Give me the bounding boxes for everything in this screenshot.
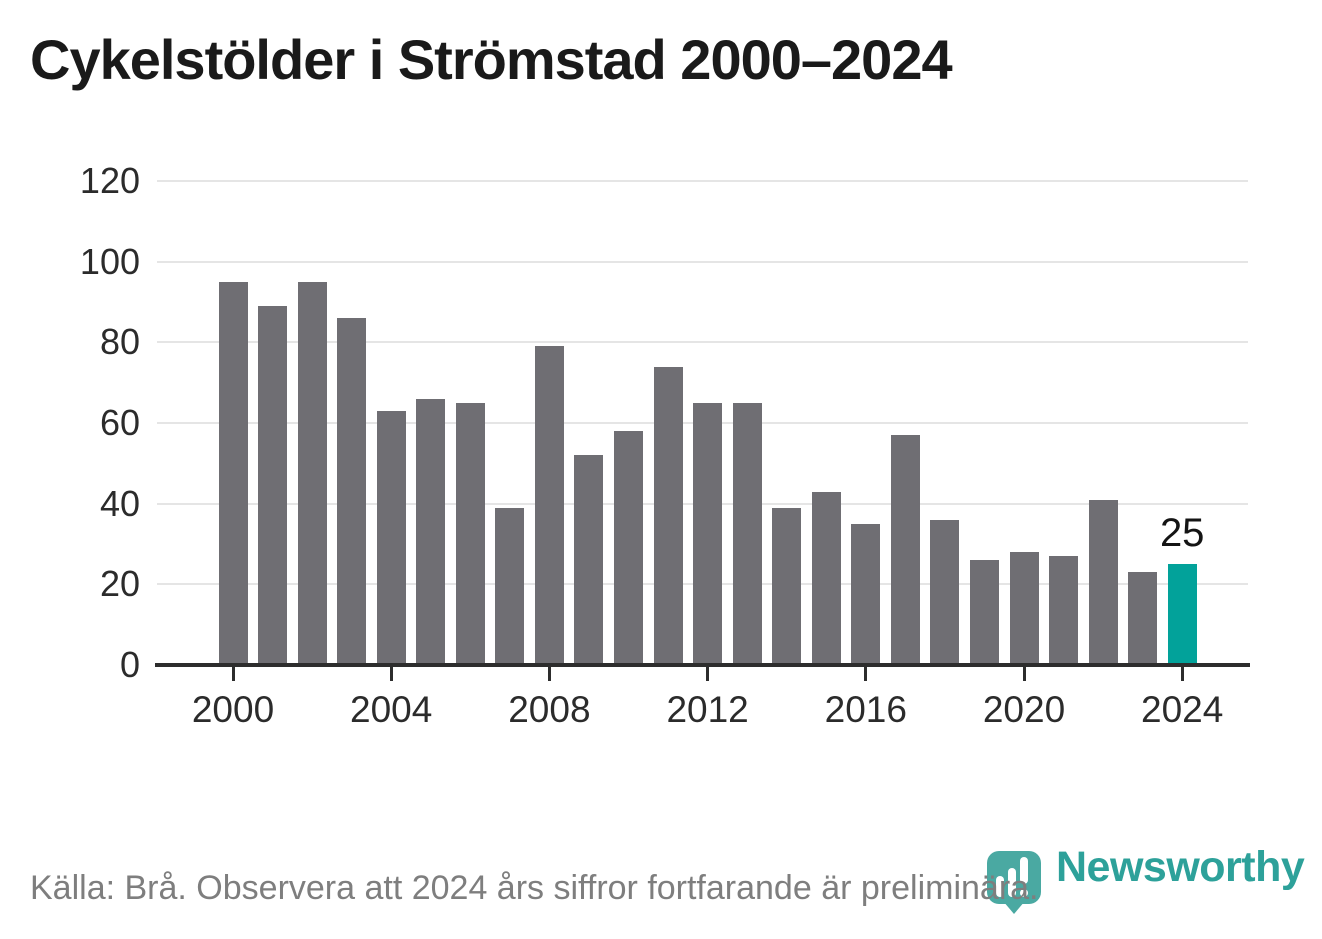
y-axis-label-100: 100: [79, 240, 140, 282]
bar-2001: [258, 306, 288, 665]
y-axis-label-120: 120: [79, 160, 140, 201]
bar-2010: [614, 431, 643, 665]
bar-2020: [1009, 552, 1039, 665]
bar-2014: [772, 507, 802, 665]
bar-2004: [376, 410, 406, 665]
x-axis-label-2024: 2024: [1141, 689, 1224, 730]
bar-2013: [732, 402, 762, 665]
x-axis-tick-2012: [706, 667, 710, 681]
bar-2018: [930, 519, 960, 665]
bar-2017: [890, 435, 920, 665]
x-axis-label-2004: 2004: [350, 689, 433, 730]
gridline-y-120: [157, 180, 1248, 182]
bar-2008: [534, 346, 564, 665]
x-axis-tick-2000: [231, 667, 235, 681]
y-axis-label-20: 20: [99, 563, 140, 605]
x-axis-label-2016: 2016: [824, 689, 907, 730]
x-axis-label-2020: 2020: [982, 689, 1066, 730]
x-axis-label-2000: 2000: [191, 689, 275, 730]
bar-2006: [455, 402, 485, 665]
source-note: Källa: Brå. Observera att 2024 års siffr…: [30, 869, 1039, 907]
bar-2012: [693, 402, 723, 665]
chart-title: Cykelstölder i Strömstad 2000–2024: [30, 28, 953, 91]
x-axis-tick-2016: [864, 667, 868, 681]
bar-2003: [337, 318, 367, 665]
x-axis-label-2012: 2012: [666, 689, 749, 730]
newsworthy-logo-text: Newsworthy: [1056, 843, 1305, 891]
y-axis-label-60: 60: [99, 402, 140, 443]
bar-2023: [1128, 572, 1158, 665]
bar-2000: [218, 281, 248, 665]
bar-2019: [969, 560, 999, 665]
y-axis-label-0: 0: [119, 644, 140, 685]
x-axis-label-2008: 2008: [508, 689, 591, 730]
y-axis-label-40: 40: [99, 482, 140, 524]
x-axis-tick-2024: [1180, 667, 1184, 681]
gridline-y-80: [157, 341, 1248, 344]
highlight-value-label: 25: [1159, 511, 1205, 556]
bar-2016: [851, 523, 881, 665]
newsworthy-logo: Newsworthy: [986, 843, 1305, 915]
bar-2022: [1088, 499, 1118, 665]
bar-2021: [1049, 556, 1079, 665]
bar-2024: [1167, 564, 1197, 665]
bar-2002: [297, 281, 327, 665]
y-axis-label-80: 80: [99, 321, 140, 363]
bar-2015: [811, 491, 841, 665]
bar-2007: [495, 507, 525, 665]
bar-2009: [574, 455, 604, 665]
x-axis-line: [155, 663, 1250, 667]
bar-2011: [653, 366, 683, 665]
x-axis-tick-2020: [1022, 667, 1026, 681]
x-axis-tick-2004: [389, 667, 393, 681]
gridline-y-100: [157, 260, 1248, 263]
x-axis-tick-2008: [547, 667, 551, 681]
bar-2005: [416, 398, 446, 665]
plot-area: 25: [155, 180, 1250, 681]
newsworthy-logo-icon: [987, 851, 1041, 914]
